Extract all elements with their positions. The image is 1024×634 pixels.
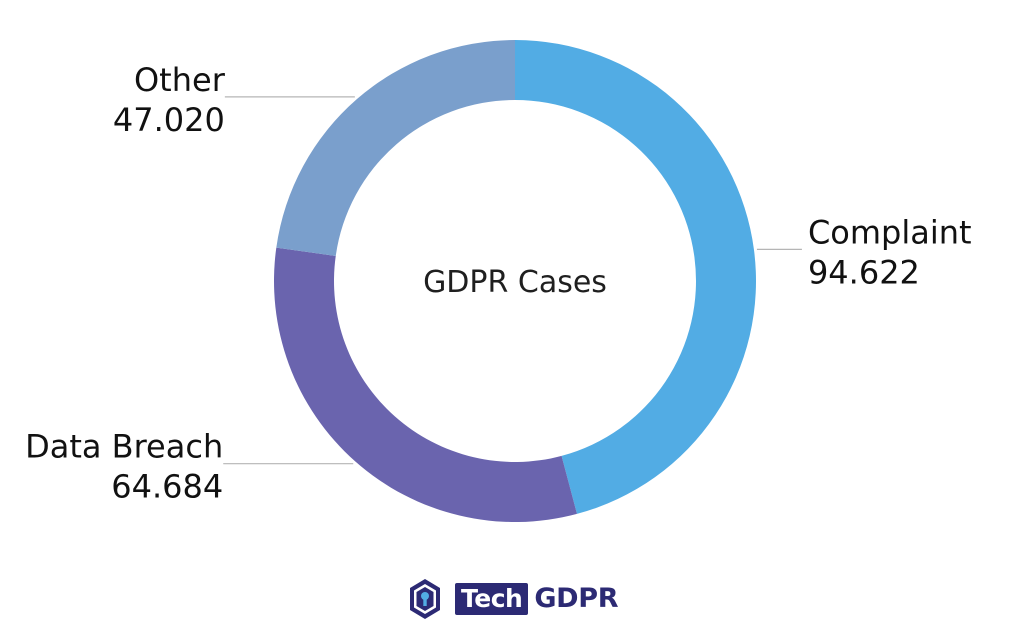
slice-other	[276, 40, 515, 256]
donut-slices	[274, 40, 756, 522]
slice-name-complaint: Complaint	[808, 213, 972, 251]
center-label: GDPR Cases	[423, 265, 607, 300]
shield-lock-icon	[410, 579, 440, 619]
slice-value-data-breach: 64.684	[111, 468, 223, 506]
slice-value-other: 47.020	[113, 101, 225, 139]
slice-complaint	[515, 40, 756, 514]
logo-tech-text: Tech	[455, 583, 529, 615]
slice-value-complaint: 94.622	[808, 253, 920, 291]
slice-name-data-breach: Data Breach	[25, 428, 223, 466]
slice-name-other: Other	[134, 61, 226, 99]
leader-lines	[223, 96, 802, 465]
slice-data-breach	[274, 247, 577, 522]
logo-gdpr-text: GDPR	[534, 583, 619, 614]
techgdpr-logo: Tech GDPR	[407, 576, 619, 622]
